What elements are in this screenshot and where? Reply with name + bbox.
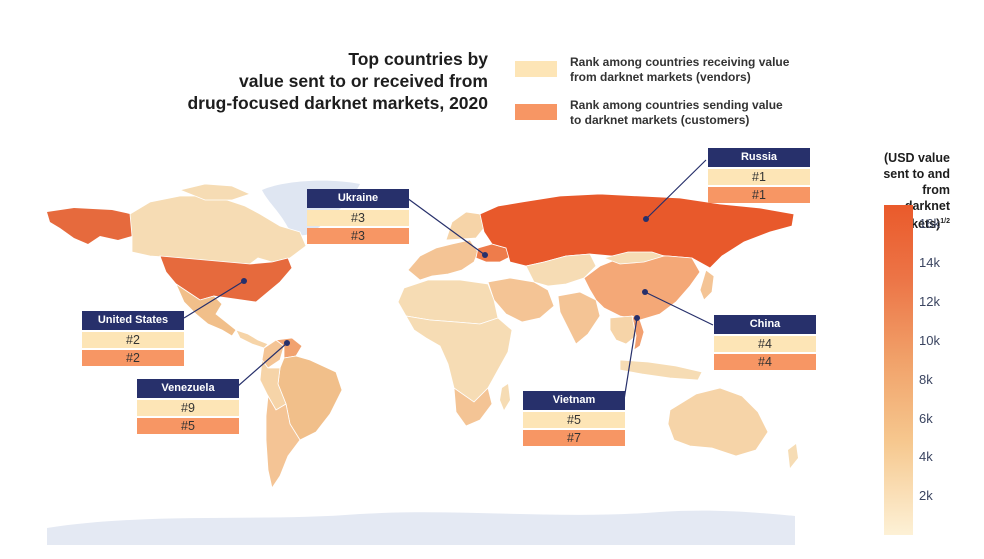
- scandinavia: [445, 211, 485, 241]
- europe-west: [407, 239, 479, 281]
- leader-china: [644, 291, 714, 326]
- label-venezuela-receiving-rank: #9: [137, 400, 239, 416]
- dot-vietnam: [634, 315, 640, 321]
- leader-ukraine: [406, 197, 486, 256]
- label-ukraine-receiving-rank: #3: [307, 210, 409, 226]
- mongolia: [602, 251, 666, 265]
- dot-russia: [643, 216, 649, 222]
- argentina-chile: [265, 394, 301, 490]
- scale-title-line-1: (USD value: [884, 151, 950, 165]
- antarctica: [47, 510, 795, 545]
- new-zealand: [788, 444, 798, 468]
- scale-title-superscript: 1/2: [940, 218, 950, 225]
- scale-title-line-2: sent to and from: [883, 167, 950, 197]
- alaska: [47, 208, 132, 244]
- leader-dots: [241, 216, 649, 346]
- label-vietnam-receiving-rank: #5: [523, 412, 625, 428]
- scale-tick-label: 6k: [919, 410, 933, 426]
- scale-tick-label: 16k: [919, 216, 940, 232]
- title-line-1: Top countries by: [348, 49, 488, 69]
- indonesia: [619, 359, 703, 381]
- label-china-receiving-rank: #4: [714, 336, 816, 352]
- scale-tick-label: 2k: [919, 488, 933, 504]
- label-vietnam: Vietnam #5 #7: [523, 391, 625, 446]
- label-china-name: China: [714, 315, 816, 334]
- label-vietnam-sending-rank: #7: [523, 430, 625, 446]
- label-venezuela: Venezuela #9 #5: [137, 379, 239, 434]
- label-venezuela-sending-rank: #5: [137, 418, 239, 434]
- title-line-2: value sent to or received from: [239, 71, 488, 91]
- madagascar: [500, 384, 510, 410]
- label-united-states: United States #2 #2: [82, 311, 184, 366]
- label-ukraine: Ukraine #3 #3: [307, 189, 409, 244]
- legend-label-sending: Rank among countries sending value to da…: [570, 98, 840, 128]
- label-united-states-sending-rank: #2: [82, 350, 184, 366]
- kazakhstan-central-asia: [525, 253, 597, 287]
- label-china-sending-rank: #4: [714, 354, 816, 370]
- legend-receiving-line-2: from darknet markets (vendors): [570, 70, 751, 84]
- label-ukraine-name: Ukraine: [307, 189, 409, 208]
- india: [557, 291, 601, 345]
- color-scale-bar: [884, 205, 913, 535]
- scale-tick-label: 12k: [919, 294, 940, 310]
- label-china: China #4 #4: [714, 315, 816, 370]
- leader-lines: [183, 159, 714, 401]
- canada-islands: [178, 183, 252, 201]
- label-russia: Russia #1 #1: [708, 148, 810, 203]
- middle-east: [487, 277, 555, 323]
- africa-south: [453, 387, 493, 427]
- title-line-3: drug-focused darknet markets, 2020: [187, 93, 488, 113]
- dot-ukraine: [482, 252, 488, 258]
- label-russia-name: Russia: [708, 148, 810, 167]
- leader-venezuela: [237, 342, 288, 387]
- united-states: [159, 255, 293, 303]
- legend-swatch-receiving: [515, 61, 557, 77]
- russia: [479, 193, 795, 269]
- label-russia-receiving-rank: #1: [708, 169, 810, 185]
- legend-sending-line-1: Rank among countries sending value: [570, 98, 783, 112]
- southeast-asia: [609, 315, 637, 345]
- legend-sending-line-2: to darknet markets (customers): [570, 113, 750, 127]
- label-russia-sending-rank: #1: [708, 187, 810, 203]
- scale-tick-label: 14k: [919, 255, 940, 271]
- label-ukraine-sending-rank: #3: [307, 228, 409, 244]
- map-title: Top countries by value sent to or receiv…: [140, 48, 488, 114]
- scale-tick-label: 8k: [919, 371, 933, 387]
- scale-tick-label: 10k: [919, 332, 940, 348]
- legend-swatch-sending: [515, 104, 557, 120]
- label-vietnam-name: Vietnam: [523, 391, 625, 410]
- legend-label-receiving: Rank among countries receiving value fro…: [570, 55, 840, 85]
- scale-tick-label: 4k: [919, 449, 933, 465]
- leader-vietnam: [623, 317, 638, 401]
- dot-china: [642, 289, 648, 295]
- central-america: [235, 329, 269, 349]
- label-venezuela-name: Venezuela: [137, 379, 239, 398]
- leader-russia: [645, 159, 707, 220]
- leader-united-states: [183, 280, 245, 319]
- label-united-states-name: United States: [82, 311, 184, 330]
- mexico: [175, 282, 237, 337]
- legend-receiving-line-1: Rank among countries receiving value: [570, 55, 790, 69]
- dot-united-states: [241, 278, 247, 284]
- australia: [667, 387, 769, 457]
- japan: [699, 269, 715, 301]
- dot-venezuela: [284, 340, 290, 346]
- label-united-states-receiving-rank: #2: [82, 332, 184, 348]
